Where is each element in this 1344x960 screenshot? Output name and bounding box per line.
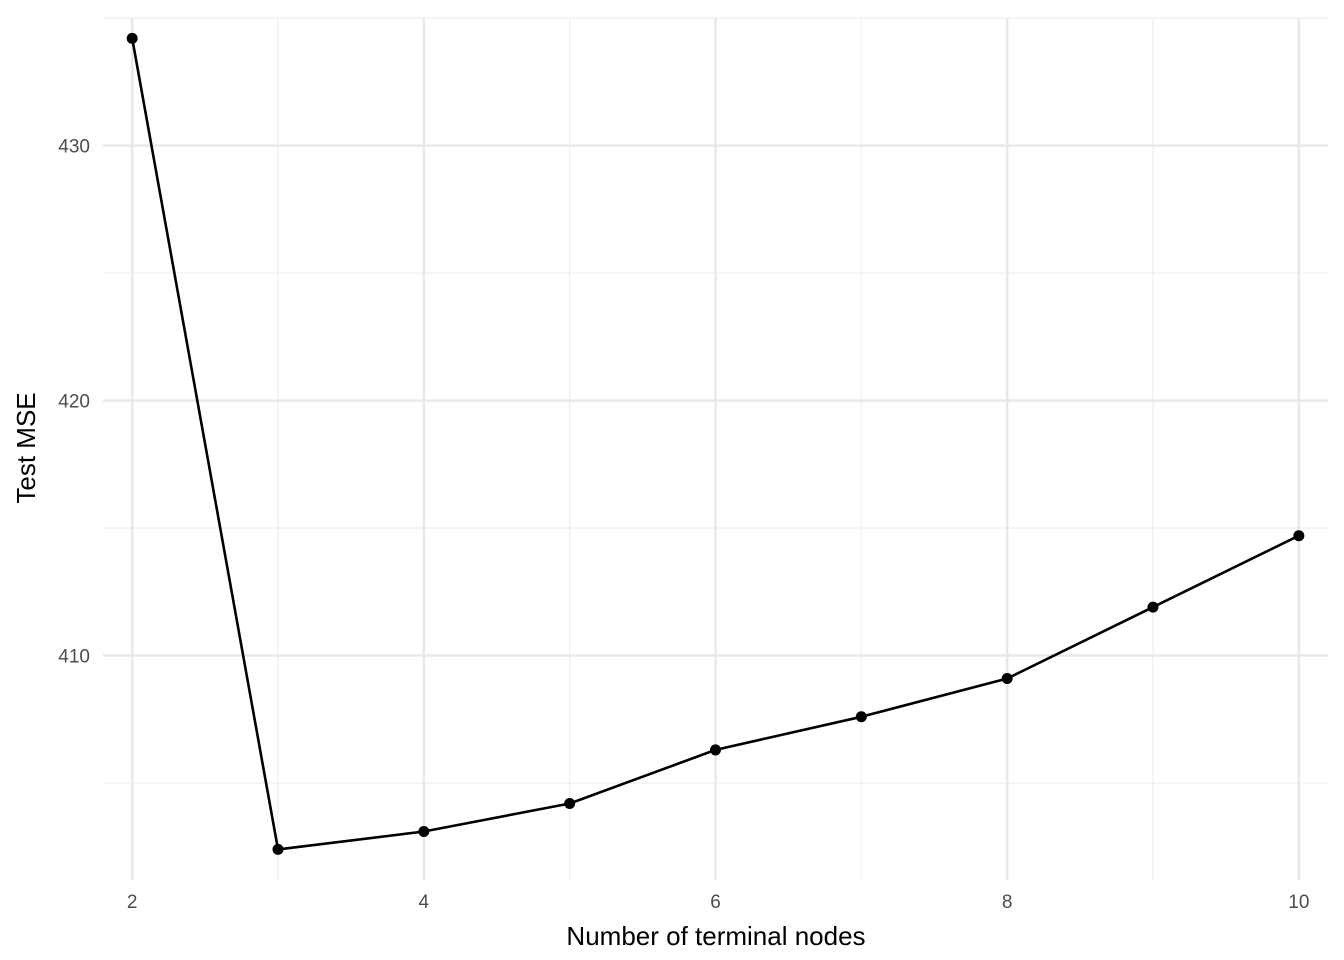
x-tick-label: 10 xyxy=(1288,892,1309,913)
data-point xyxy=(126,32,138,44)
data-point xyxy=(1293,530,1305,542)
data-point xyxy=(710,744,721,756)
y-tick-label: 430 xyxy=(58,137,90,158)
data-point xyxy=(1147,601,1159,613)
y-tick-label: 410 xyxy=(58,647,90,668)
grid-major-lines xyxy=(103,18,1328,880)
x-tick-label: 6 xyxy=(710,892,721,913)
data-point xyxy=(272,843,284,855)
x-tick-label: 8 xyxy=(1002,892,1013,913)
data-point xyxy=(1001,673,1013,685)
x-tick-label: 2 xyxy=(127,892,138,913)
data-point xyxy=(855,711,867,723)
data-points xyxy=(126,32,1305,855)
y-axis-title: Test MSE xyxy=(11,392,41,503)
data-point xyxy=(418,826,430,838)
data-point xyxy=(564,797,576,809)
x-axis-ticks: 2 4 6 8 10 xyxy=(127,892,1310,913)
x-axis-title: Number of terminal nodes xyxy=(566,921,865,951)
y-tick-label: 420 xyxy=(58,392,90,413)
x-tick-label: 4 xyxy=(419,892,430,913)
y-axis-ticks: 410 420 430 xyxy=(58,137,90,668)
